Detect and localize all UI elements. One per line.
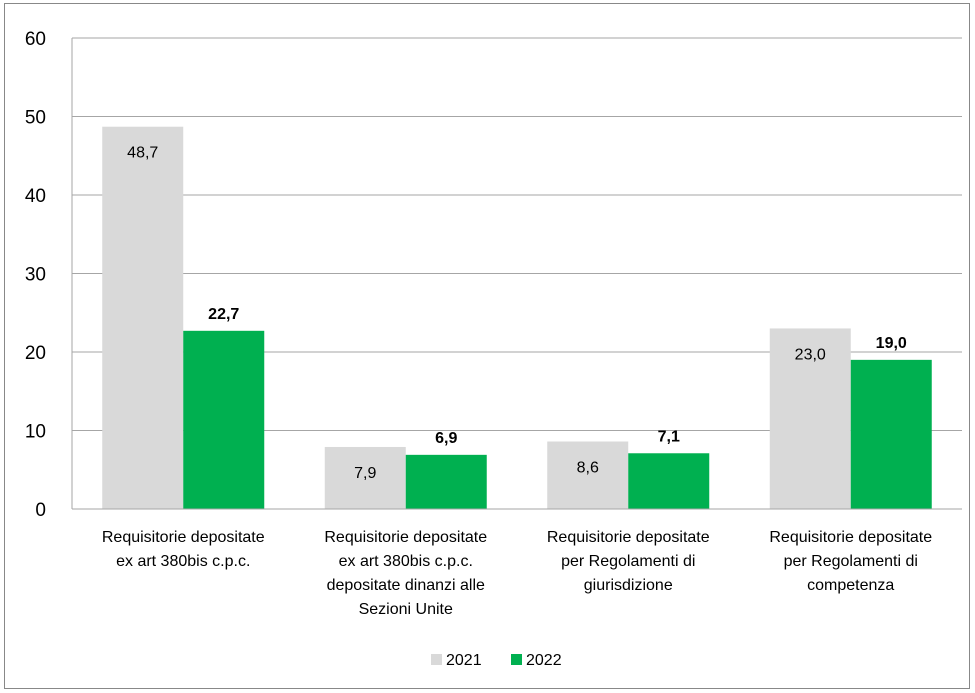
y-tick-label-0: 0 xyxy=(35,500,46,521)
y-tick-label-50: 50 xyxy=(25,108,46,129)
category-label-3-line-3: giurisdizione xyxy=(584,577,673,594)
bar-2022-3 xyxy=(628,453,710,509)
legend-label-2021: 2021 xyxy=(446,652,482,669)
category-label-1-line-2: ex art 380bis c.p.c. xyxy=(116,553,250,570)
data-label-2021-1: 48,7 xyxy=(127,145,158,162)
bar-2022-1 xyxy=(183,330,265,509)
data-label-2021-2: 7,9 xyxy=(354,465,376,482)
y-tick-label-10: 10 xyxy=(25,422,46,443)
y-tick-label-60: 60 xyxy=(25,29,46,50)
legend-label-2022: 2022 xyxy=(526,652,562,669)
y-tick-label-20: 20 xyxy=(25,343,46,364)
y-tick-label-40: 40 xyxy=(25,186,46,207)
bar-2021-2 xyxy=(324,446,406,509)
bar-2021-1 xyxy=(102,126,184,509)
category-label-4-line-3: competenza xyxy=(807,577,894,594)
legend-swatch-2021 xyxy=(431,654,442,665)
data-label-2021-3: 8,6 xyxy=(577,459,599,476)
bar-2022-4 xyxy=(850,359,932,509)
category-label-2-line-2: ex art 380bis c.p.c. xyxy=(339,553,473,570)
category-label-3-line-1: Requisitorie depositate xyxy=(547,529,710,546)
data-label-2022-4: 19,0 xyxy=(876,335,907,352)
data-label-2022-3: 7,1 xyxy=(658,428,680,445)
category-label-1-line-1: Requisitorie depositate xyxy=(102,529,265,546)
bar-2022-2 xyxy=(405,454,487,509)
category-label-4-line-1: Requisitorie depositate xyxy=(769,529,932,546)
bar-2021-3 xyxy=(547,441,629,509)
category-label-3-line-2: per Regolamenti di xyxy=(561,553,695,570)
category-label-2-line-1: Requisitorie depositate xyxy=(324,529,487,546)
category-label-2-line-3: depositate dinanzi alle xyxy=(327,577,485,594)
category-label-2-line-4: Sezioni Unite xyxy=(359,601,453,618)
category-label-4-line-2: per Regolamenti di xyxy=(784,553,918,570)
bar-2021-4 xyxy=(769,328,851,509)
data-label-2021-4: 23,0 xyxy=(795,346,826,363)
y-tick-label-30: 30 xyxy=(25,265,46,286)
legend-swatch-2022 xyxy=(511,654,522,665)
data-label-2022-1: 22,7 xyxy=(208,306,239,323)
data-label-2022-2: 6,9 xyxy=(435,430,457,447)
